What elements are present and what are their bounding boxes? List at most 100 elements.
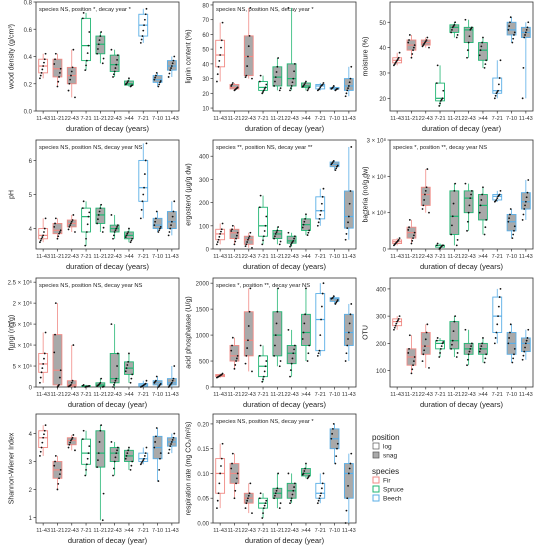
data-point xyxy=(56,237,59,240)
x-tick-label: >44 xyxy=(478,392,488,398)
data-point xyxy=(113,381,116,384)
data-point xyxy=(57,482,60,485)
data-point xyxy=(275,71,278,73)
data-point xyxy=(144,452,147,455)
data-point xyxy=(141,200,144,203)
data-point xyxy=(245,243,248,246)
data-point xyxy=(68,443,71,446)
data-point xyxy=(235,234,238,237)
data-point xyxy=(507,342,510,345)
data-point xyxy=(70,74,72,77)
data-point xyxy=(261,243,264,246)
y-tick-label: 400 xyxy=(199,155,210,161)
data-point xyxy=(112,237,114,240)
data-point xyxy=(84,244,87,247)
data-point xyxy=(88,385,91,387)
data-point xyxy=(320,487,323,490)
data-point xyxy=(426,36,429,39)
x-tick-label: 22-43 xyxy=(242,528,256,534)
x-tick-label: 11-21 xyxy=(50,528,64,534)
data-point xyxy=(307,231,310,234)
data-point xyxy=(126,232,129,235)
data-point xyxy=(347,331,350,334)
data-point xyxy=(435,244,438,247)
y-tick-label: 1 × 10⁶ xyxy=(13,343,33,350)
data-point xyxy=(113,70,116,73)
data-point xyxy=(170,220,173,223)
data-point xyxy=(125,455,128,457)
data-point xyxy=(142,29,145,32)
data-point xyxy=(454,315,457,318)
data-point xyxy=(306,89,309,92)
data-point xyxy=(153,78,156,81)
data-point xyxy=(412,49,414,52)
data-point xyxy=(85,463,88,466)
x-tick-label: 11-43 xyxy=(342,392,356,398)
data-point xyxy=(43,429,46,432)
data-point xyxy=(274,494,276,497)
box-spruce-log xyxy=(258,206,268,237)
data-point xyxy=(347,85,350,87)
data-point xyxy=(279,360,282,362)
data-point xyxy=(494,337,497,339)
data-point xyxy=(97,214,100,216)
data-point xyxy=(59,369,62,372)
data-point xyxy=(57,80,60,83)
data-point xyxy=(85,468,87,471)
data-point xyxy=(422,204,425,207)
data-point xyxy=(279,502,282,505)
box-beech-snag xyxy=(166,378,177,386)
data-point xyxy=(143,186,145,189)
data-point xyxy=(230,230,233,232)
data-point xyxy=(42,436,45,439)
data-point xyxy=(169,69,172,72)
data-point xyxy=(413,44,416,46)
x-tick-label: 11-21 xyxy=(50,392,64,398)
data-point xyxy=(167,234,170,237)
data-point xyxy=(435,82,438,85)
box-spruce-log xyxy=(81,438,91,465)
data-point xyxy=(41,236,44,238)
data-point xyxy=(54,222,56,225)
data-point xyxy=(236,231,239,234)
data-point xyxy=(101,231,104,233)
data-point xyxy=(81,17,84,20)
y-tick-label: 4 xyxy=(29,432,33,438)
data-point xyxy=(170,441,173,443)
data-point xyxy=(58,384,60,386)
data-point xyxy=(96,52,99,55)
data-point xyxy=(219,233,222,235)
data-point xyxy=(289,375,291,378)
data-point xyxy=(53,225,56,228)
x-tick-label: 11-21 xyxy=(270,392,284,398)
data-point xyxy=(408,334,411,337)
data-point xyxy=(131,84,134,87)
x-tick-label: 11-43 xyxy=(213,392,227,398)
y-tick-label: 2 × 10⁶ xyxy=(13,301,33,308)
y-tick-label: 0.2 xyxy=(24,82,33,88)
data-point xyxy=(523,350,526,353)
x-tick-label: 7-10 xyxy=(329,528,340,534)
data-point xyxy=(218,482,221,485)
x-tick-label: 22-43 xyxy=(242,392,256,398)
data-point xyxy=(478,350,481,353)
y-tick-label: 400 xyxy=(376,287,387,293)
data-point xyxy=(127,449,130,452)
data-point xyxy=(251,512,253,514)
data-point xyxy=(428,46,430,49)
data-point xyxy=(231,83,233,86)
data-point xyxy=(293,62,296,65)
data-point xyxy=(56,85,59,88)
data-point xyxy=(116,59,118,61)
y-tick-label: 70 xyxy=(202,18,209,24)
x-tick-label: 7-21 xyxy=(434,392,445,398)
data-point xyxy=(526,337,529,339)
data-point xyxy=(88,211,91,214)
data-point xyxy=(43,352,46,355)
data-point xyxy=(234,240,237,243)
data-point xyxy=(301,338,304,340)
data-point xyxy=(112,467,115,470)
data-point xyxy=(407,229,410,231)
data-point xyxy=(247,45,250,48)
data-point xyxy=(251,370,253,373)
